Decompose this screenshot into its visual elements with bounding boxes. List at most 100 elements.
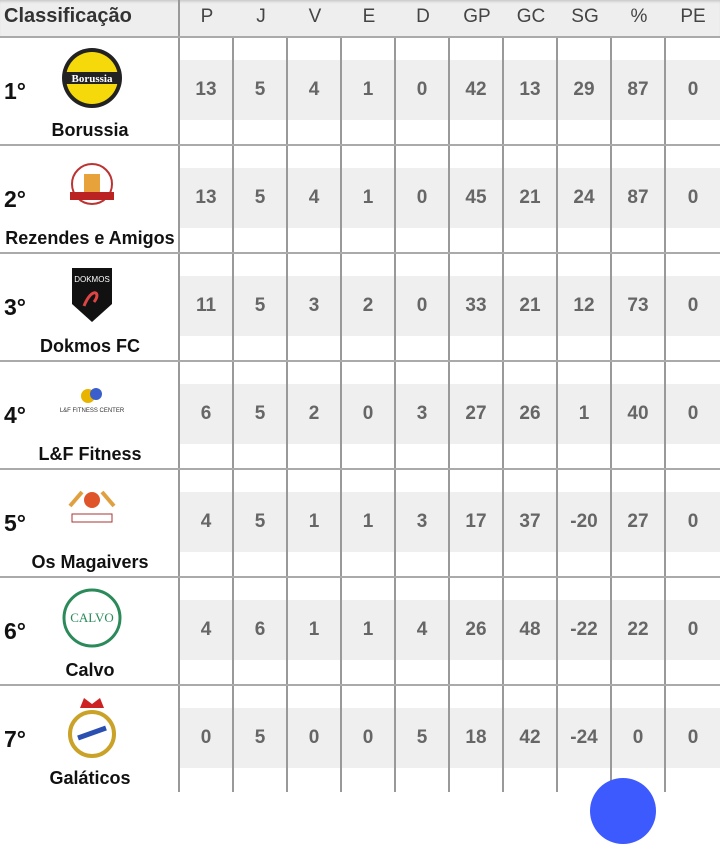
- stat-cell: -22: [558, 578, 612, 684]
- stat-%: 87: [612, 168, 664, 228]
- position: 4°: [4, 402, 26, 428]
- stat-cell: 42: [504, 686, 558, 792]
- stat-E: 1: [342, 168, 394, 228]
- table-row[interactable]: 6° CALVO Calvo 4 6 1 1 4 26 48 -22 22 0: [0, 576, 720, 684]
- team-name: Rezendes e Amigos: [5, 228, 175, 248]
- stat-D: 0: [396, 276, 448, 336]
- stat-%: 73: [612, 276, 664, 336]
- team-logo: CALVO: [60, 586, 124, 650]
- stat-cell: 0: [396, 146, 450, 252]
- floating-action-button[interactable]: [590, 778, 656, 844]
- stat-D: 3: [396, 384, 448, 444]
- stat-cell: 6: [180, 362, 234, 468]
- team-cell[interactable]: 2° Rezendes e Amigos: [0, 146, 180, 252]
- stat-cell: 0: [342, 686, 396, 792]
- column-header: GP: [463, 6, 491, 27]
- stat-J: 5: [234, 384, 286, 444]
- stat-cell: 0: [288, 686, 342, 792]
- stat-cell: 4: [396, 578, 450, 684]
- stat-V: 0: [288, 708, 340, 768]
- stat-cell: 2: [342, 254, 396, 360]
- team-name: L&F Fitness: [38, 444, 142, 464]
- team-cell[interactable]: 4° L&F FITNESS CENTER L&F Fitness: [0, 362, 180, 468]
- table-row[interactable]: 3° DOKMOS Dokmos FC 11 5 3 2 0 33 21 12 73 0: [0, 252, 720, 360]
- stat-cell: 4: [180, 578, 234, 684]
- team-cell[interactable]: 3° DOKMOS Dokmos FC: [0, 254, 180, 360]
- stat-cell: 0: [180, 686, 234, 792]
- table-row[interactable]: 2° Rezendes e Amigos 13 5 4 1 0 45 21 24 87 0: [0, 144, 720, 252]
- stat-cell: 5: [234, 254, 288, 360]
- stat-D: 0: [396, 168, 448, 228]
- stat-cell: 26: [450, 578, 504, 684]
- stat-P: 13: [180, 60, 232, 120]
- stat-cell: 42: [450, 38, 504, 144]
- table-row[interactable]: 4° L&F FITNESS CENTER L&F Fitness 6 5 2 0 3 27 26…: [0, 360, 720, 468]
- stat-V: 3: [288, 276, 340, 336]
- column-header: P: [200, 6, 214, 27]
- table-row[interactable]: 7° Galáticos 0 5 0 0 5 18 42 -24 0 0: [0, 684, 720, 792]
- stat-cell: 0: [612, 686, 666, 792]
- stat-D: 5: [396, 708, 448, 768]
- stat-PE: 0: [666, 384, 720, 444]
- stat-cell: 0: [666, 578, 720, 684]
- stat-cell: 0: [342, 362, 396, 468]
- stat-J: 5: [234, 60, 286, 120]
- stat-cell: 0: [666, 470, 720, 576]
- team-cell[interactable]: 6° CALVO Calvo: [0, 578, 180, 684]
- stat-cell: 4: [180, 470, 234, 576]
- team-name: Calvo: [65, 660, 115, 680]
- stat-V: 4: [288, 168, 340, 228]
- stat-GC: 48: [504, 600, 556, 660]
- stat-PE: 0: [666, 168, 720, 228]
- stat-V: 1: [288, 600, 340, 660]
- stat-cell: 45: [450, 146, 504, 252]
- team-cell[interactable]: 5° Os Magaivers: [0, 470, 180, 576]
- stat-cell: 6: [234, 578, 288, 684]
- stat-cell: 13: [504, 38, 558, 144]
- stat-J: 5: [234, 492, 286, 552]
- stat-cell: 22: [612, 578, 666, 684]
- team-cell[interactable]: 7° Galáticos: [0, 686, 180, 792]
- stat-cell: 73: [612, 254, 666, 360]
- stat-cell: 87: [612, 146, 666, 252]
- stat-SG: -24: [558, 708, 610, 768]
- stat-J: 5: [234, 708, 286, 768]
- stat-cell: 1: [342, 578, 396, 684]
- stat-cell: -20: [558, 470, 612, 576]
- stat-%: 27: [612, 492, 664, 552]
- column-header: J: [256, 6, 266, 27]
- stat-cell: 48: [504, 578, 558, 684]
- table-row[interactable]: 5° Os Magaivers 4 5 1 1 3 17 37 -20 27 0: [0, 468, 720, 576]
- stat-cell: 37: [504, 470, 558, 576]
- stat-V: 4: [288, 60, 340, 120]
- stat-V: 2: [288, 384, 340, 444]
- stat-GP: 33: [450, 276, 502, 336]
- stat-cell: 3: [288, 254, 342, 360]
- stat-GC: 26: [504, 384, 556, 444]
- team-logo: [60, 478, 124, 542]
- team-cell[interactable]: 1° Borussia Borussia: [0, 38, 180, 144]
- stat-cell: 5: [234, 470, 288, 576]
- stat-GP: 42: [450, 60, 502, 120]
- stat-cell: 5: [396, 686, 450, 792]
- stat-cell: 87: [612, 38, 666, 144]
- position: 1°: [4, 78, 26, 104]
- stat-cell: 0: [666, 146, 720, 252]
- stat-P: 13: [180, 168, 232, 228]
- stat-J: 5: [234, 276, 286, 336]
- stat-cell: 1: [342, 38, 396, 144]
- stat-GP: 17: [450, 492, 502, 552]
- stat-cell: 0: [396, 254, 450, 360]
- stat-cell: 3: [396, 362, 450, 468]
- svg-text:DOKMOS: DOKMOS: [74, 275, 110, 284]
- stat-P: 6: [180, 384, 232, 444]
- stat-cell: 29: [558, 38, 612, 144]
- stat-cell: 33: [450, 254, 504, 360]
- table-row[interactable]: 1° Borussia Borussia 13 5 4 1 0 42 13 29 87 0: [0, 36, 720, 144]
- team-logo: DOKMOS: [60, 262, 124, 326]
- stat-SG: -22: [558, 600, 610, 660]
- team-name: Galáticos: [49, 768, 131, 788]
- stat-cell: 1: [342, 146, 396, 252]
- team-logo: [60, 694, 124, 758]
- stat-E: 1: [342, 60, 394, 120]
